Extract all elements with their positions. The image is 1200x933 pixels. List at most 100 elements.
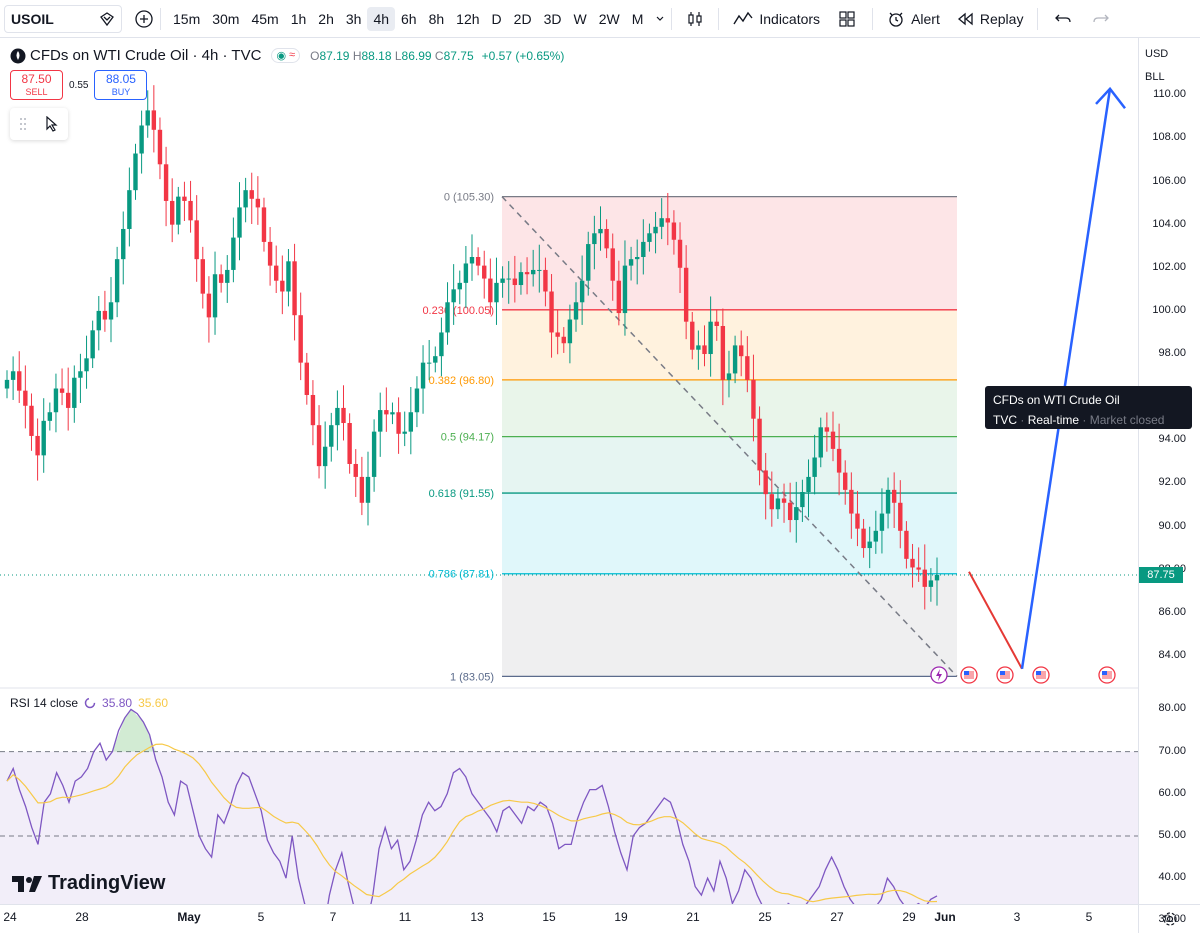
replay-button[interactable]: Replay [948, 7, 1032, 31]
interval-2h[interactable]: 2h [318, 10, 334, 27]
sell-button[interactable]: 87.50 SELL [10, 70, 63, 100]
candle-body [420, 362, 426, 389]
candle-body [151, 110, 157, 130]
gear-icon[interactable] [1162, 911, 1178, 927]
time-tick: 27 [830, 910, 844, 924]
candle-body [23, 390, 28, 406]
candle-body [794, 507, 799, 521]
candle-body [194, 220, 199, 260]
cursor-icon[interactable] [45, 116, 59, 132]
candle-body [274, 265, 279, 281]
candle-body [133, 153, 138, 191]
add-symbol-icon[interactable] [134, 9, 154, 29]
layout-grid-icon[interactable] [838, 10, 856, 28]
price-axis[interactable]: USD BLL 110.00 108.00 106.00 104.00 102.00 10… [1138, 38, 1200, 925]
candle-body [206, 293, 212, 318]
projection-down-line [968, 571, 1023, 670]
fib-level-label: 0.382 (96.80) [429, 375, 494, 387]
candle-body [732, 345, 738, 374]
interval-8h[interactable]: 8h [428, 10, 445, 27]
top-toolbar: USOIL 15m 30m 45m 1h 2h 3h 4h 6h 8h 12h D 2D 3D W 2W M … [0, 0, 1200, 38]
tradingview-logo-icon [12, 875, 42, 892]
chart-pane[interactable]: 0 (105.30) 0.236 (100.05) 0.382 (96.80) 0.5… [0, 38, 1138, 904]
candle-body [4, 379, 10, 389]
currency-label[interactable]: USD [1145, 48, 1169, 60]
status-badge[interactable]: ◉ ≈ [271, 48, 301, 63]
rsi-tick: 40.00 [1158, 871, 1186, 884]
candle-body [231, 237, 236, 270]
candle-body [543, 269, 548, 292]
candle-body [255, 198, 261, 208]
interval-6h[interactable]: 6h [401, 10, 417, 27]
candle-body [341, 407, 346, 424]
chevron-down-icon[interactable] [655, 14, 665, 24]
price-tick: 100.00 [1152, 303, 1186, 316]
interval-3h[interactable]: 3h [345, 10, 362, 27]
rsi-title[interactable]: RSI 14 close [10, 696, 79, 710]
us-flag-icon[interactable] [960, 666, 978, 684]
chart-settings[interactable] [1138, 904, 1200, 933]
candle-body [524, 272, 530, 275]
candle-body [371, 431, 377, 477]
fib-level-label: 0.5 (94.17) [441, 432, 494, 444]
candle-body [916, 567, 921, 570]
legend-title[interactable]: CFDs on WTI Crude Oil · 4h · TVC [30, 47, 262, 64]
candle-body [17, 371, 22, 391]
us-flag-icon[interactable] [1032, 666, 1050, 684]
alert-button[interactable]: Alert [879, 6, 948, 32]
interval-30m[interactable]: 30m [212, 10, 240, 27]
tooltip-source: TVC [993, 413, 1017, 427]
tradingview-logo[interactable]: TradingView [12, 872, 165, 895]
candle-body [555, 332, 560, 337]
candle-body [690, 321, 695, 350]
interval-m[interactable]: M [631, 10, 644, 27]
indicators-button[interactable]: Indicators [725, 6, 828, 32]
fib-zone [502, 436, 957, 494]
price-chart[interactable]: 0 (105.30) 0.236 (100.05) 0.382 (96.80) 0.5… [0, 38, 1138, 904]
candle-body [781, 498, 787, 503]
symbol-search[interactable]: USOIL [4, 4, 122, 33]
candle-body [855, 513, 860, 529]
interval-45m[interactable]: 45m [251, 10, 279, 27]
interval-12h[interactable]: 12h [456, 10, 480, 27]
candle-body [812, 457, 817, 477]
interval-2d[interactable]: 2D [513, 10, 532, 27]
unit-label[interactable]: BLL [1145, 71, 1165, 83]
undo-icon[interactable] [1054, 12, 1072, 26]
price-tick: 94.00 [1158, 433, 1186, 446]
candle-body [610, 248, 615, 281]
candle-body [818, 427, 823, 458]
us-flag-icon[interactable] [996, 666, 1014, 684]
interval-2w[interactable]: 2W [598, 10, 620, 27]
interval-1h[interactable]: 1h [290, 10, 307, 27]
interval-w[interactable]: W [573, 10, 587, 27]
candle-body [280, 280, 285, 292]
symbol-compare-icon[interactable] [99, 11, 115, 27]
time-axis[interactable]: 24 28 May 5 7 11 13 15 19 21 25 27 29 Jun 3 5 [0, 904, 1138, 933]
interval-15m[interactable]: 15m [173, 10, 201, 27]
candle-body [843, 472, 848, 490]
candle-body [683, 267, 689, 322]
us-flag-icon[interactable] [1098, 666, 1116, 684]
candle-body [322, 446, 328, 467]
candle-body [824, 427, 830, 432]
interval-3d[interactable]: 3D [543, 10, 562, 27]
interval-d[interactable]: D [491, 10, 502, 27]
rsi-tick: 80.00 [1158, 702, 1186, 715]
fib-level-label: 1 (83.05) [450, 671, 494, 683]
fib-zone [502, 493, 957, 574]
candles-icon[interactable] [686, 10, 704, 28]
buy-button[interactable]: 88.05 BUY [94, 70, 148, 100]
drag-handle-icon[interactable] [19, 117, 27, 131]
lightning-event-icon[interactable] [930, 666, 948, 684]
candle-body [225, 269, 230, 283]
price-tick: 102.00 [1152, 260, 1186, 273]
fib-zone [502, 573, 957, 677]
time-tick: 19 [614, 910, 628, 924]
candle-body [641, 241, 646, 257]
symbol-name[interactable]: USOIL [11, 10, 54, 27]
candle-body [463, 263, 469, 283]
interval-4h[interactable]: 4h [367, 6, 396, 31]
redo-icon[interactable] [1092, 12, 1110, 26]
candle-body [592, 233, 597, 245]
